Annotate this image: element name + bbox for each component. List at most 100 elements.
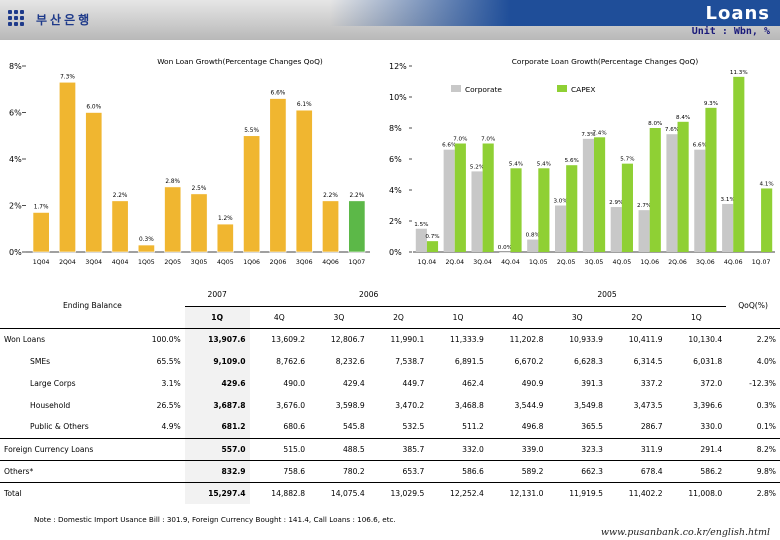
x-tick-label: 4Q05 — [217, 259, 234, 266]
quarter-header: 3Q — [547, 306, 608, 329]
bar — [216, 223, 234, 253]
table-cell: 6,031.8 — [693, 356, 723, 366]
quarter-header: 1Q — [666, 306, 727, 329]
table-cell: 372.0 — [700, 378, 723, 388]
website-url[interactable]: www.pusanbank.co.kr/english.html — [600, 527, 770, 538]
table-cell: 586.2 — [666, 459, 727, 482]
table-cell: 429.6 — [184, 372, 250, 394]
x-tick-label: 1Q.05 — [529, 259, 548, 266]
data-label: 2.2% — [323, 193, 338, 199]
data-label: 6.1% — [297, 102, 312, 108]
table-cell: 14,882.8 — [249, 481, 310, 504]
row-label: SMEs — [30, 356, 51, 366]
data-label: 0.8% — [526, 233, 540, 239]
x-tick-label: 1Q06 — [243, 259, 260, 266]
row-qoq: 9.8% — [726, 459, 780, 482]
bar-corporate — [527, 239, 539, 252]
row-label: Large Corps — [30, 378, 76, 388]
table-cell: 6,314.5 — [633, 356, 663, 366]
table-cell: 15,297.4 — [184, 481, 250, 504]
data-label: 7.0% — [453, 137, 467, 143]
table-cell: 488.5 — [309, 437, 369, 460]
row-share: 3.1% — [161, 378, 181, 388]
table-cell: 11,333.9 — [450, 334, 484, 344]
year-2007: 2007 — [184, 284, 250, 307]
page-title: Loans — [705, 3, 770, 24]
row-qoq: 0.3% — [756, 400, 776, 410]
table-cell: 662.3 — [547, 459, 608, 482]
table-cell: 9,109.0 — [184, 350, 250, 372]
row-share: 100.0% — [151, 334, 181, 344]
x-tick-label: 3Q.06 — [696, 259, 715, 266]
row-qoq: 2.2% — [756, 334, 776, 344]
row-share: 65.5% — [156, 356, 181, 366]
bank-logo: 부산은행 — [8, 10, 92, 28]
table-cell: 13,907.6 — [184, 328, 250, 350]
data-label: 2.9% — [609, 200, 623, 206]
bar-capex — [677, 121, 689, 252]
legend-label: Corporate — [465, 85, 502, 94]
bar-capex — [538, 168, 550, 252]
quarter-header: 1Q — [184, 306, 250, 329]
table-row: Household 26.5% 3,687.8 3,676.0 3,598.9 3,470… — [0, 394, 780, 416]
data-label: 0.7% — [425, 234, 439, 240]
data-label: 6.6% — [442, 143, 456, 149]
loans-table: Ending Balance 2007 2006 2005 QoQ(%) 1Q … — [0, 284, 780, 504]
data-label: 6.0% — [86, 105, 101, 111]
x-tick-label: 1Q04 — [33, 259, 50, 266]
table-row: Others* 832.9 758.6 780.2 653.7 586.6 589.2 662… — [0, 459, 780, 482]
data-label: 7.0% — [481, 137, 495, 143]
data-label: 7.3% — [581, 132, 595, 138]
table-cell: 780.2 — [309, 459, 369, 482]
x-tick-label: 2Q04 — [59, 259, 76, 266]
unit-label: Unit : Wbn, % — [691, 26, 770, 37]
table-cell: 11,402.2 — [607, 481, 667, 504]
table-cell: 10,933.9 — [569, 334, 604, 344]
x-tick-label: 1Q05 — [138, 259, 155, 266]
y-tick-label: 8% — [9, 62, 22, 71]
x-tick-label: 2Q.06 — [668, 259, 687, 266]
x-tick-label: 2Q.04 — [445, 259, 464, 266]
bar — [348, 200, 366, 253]
y-tick-label: 4% — [9, 155, 22, 164]
table-cell: 589.2 — [487, 459, 548, 482]
qoq-header: QoQ(%) — [726, 284, 780, 329]
table-cell: 586.6 — [428, 459, 488, 482]
chart-title: Corporate Loan Growth(Percentage Changes… — [512, 57, 699, 66]
bar-corporate — [443, 149, 455, 252]
legend-swatch-capex — [557, 85, 567, 92]
table-cell: 14,075.4 — [309, 481, 369, 504]
data-label: 1.2% — [218, 216, 233, 222]
row-label: Household — [30, 400, 71, 410]
bar — [164, 186, 182, 253]
bar-capex — [594, 137, 606, 252]
table-cell: 681.2 — [184, 416, 250, 438]
y-tick-label: 2% — [389, 217, 402, 226]
row-share: 26.5% — [156, 400, 181, 410]
table-cell: 13,029.5 — [368, 481, 429, 504]
bar-capex — [761, 188, 773, 252]
table-cell: 758.6 — [249, 459, 310, 482]
table-cell: 532.5 — [402, 422, 425, 432]
table-cell: 6,670.2 — [514, 356, 544, 366]
x-tick-label: 4Q04 — [112, 259, 129, 266]
quarter-header: 1Q — [428, 306, 488, 329]
data-label: 8.4% — [676, 115, 690, 121]
row-share: 4.9% — [161, 422, 181, 432]
data-label: 1.5% — [414, 222, 428, 228]
bar-capex — [649, 128, 661, 252]
y-tick-label: 2% — [9, 202, 22, 211]
table-row: Total 15,297.4 14,882.8 14,075.4 13,029.5 12,… — [0, 481, 780, 504]
bar-corporate — [610, 207, 622, 252]
table-cell: 8,762.6 — [276, 356, 306, 366]
x-tick-label: 2Q05 — [164, 259, 181, 266]
table-cell: 496.8 — [521, 422, 544, 432]
bar — [190, 193, 208, 253]
table-cell: 678.4 — [607, 459, 667, 482]
bar-corporate — [555, 205, 567, 252]
bar-corporate — [471, 171, 483, 252]
table-cell: 557.0 — [184, 437, 250, 460]
table-cell: 3,468.8 — [454, 400, 484, 410]
data-label: 0.0% — [498, 245, 512, 251]
row-qoq: 8.2% — [726, 437, 780, 460]
